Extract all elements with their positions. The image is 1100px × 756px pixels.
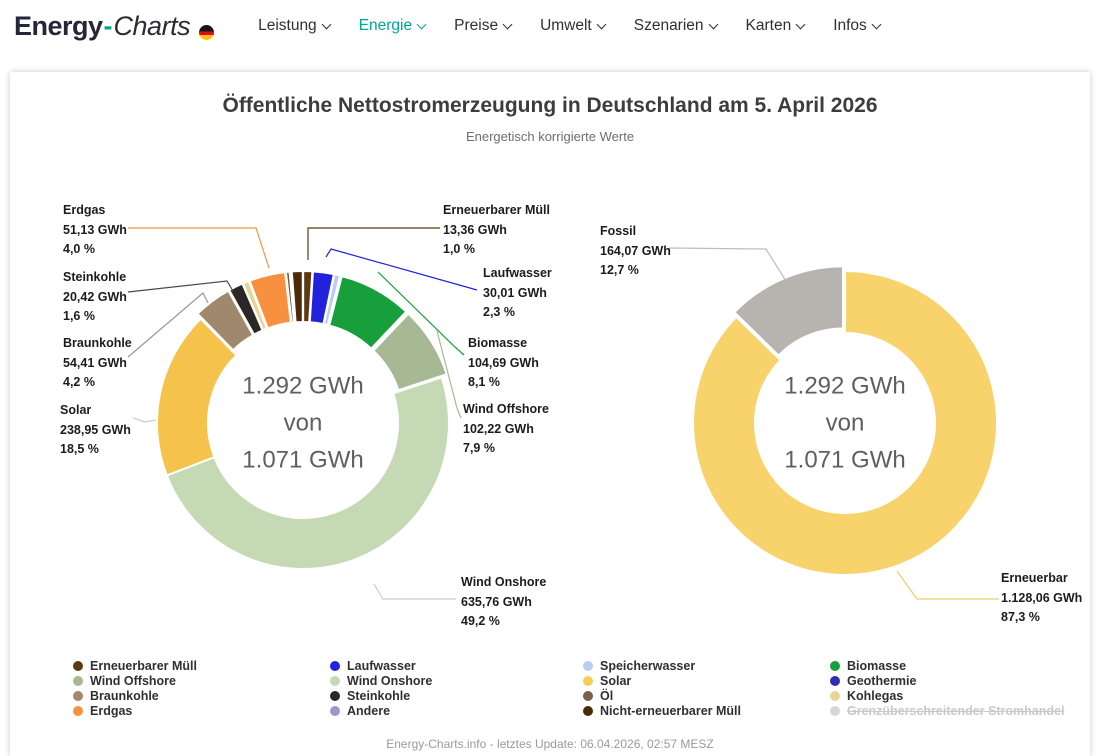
legend-item-grenzueberschreitender-stromhandel[interactable]: Grenzüberschreitender Stromhandel bbox=[830, 704, 1064, 718]
nav-item-label: Umwelt bbox=[540, 17, 592, 34]
legend-item-wind-offshore[interactable]: Wind Offshore bbox=[73, 674, 176, 688]
nav-item-leistung[interactable]: Leistung bbox=[258, 17, 332, 35]
chevron-down-icon bbox=[708, 19, 718, 30]
nav-item-preise[interactable]: Preise bbox=[454, 17, 513, 35]
legend-item-laufwasser[interactable]: Laufwasser bbox=[330, 659, 416, 673]
legend-item-oel[interactable]: Öl bbox=[583, 689, 613, 703]
legend-color-dot bbox=[330, 706, 340, 716]
legend-label: Braunkohle bbox=[90, 689, 159, 703]
legend-color-dot bbox=[830, 691, 840, 701]
legend-label: Öl bbox=[600, 689, 614, 703]
nav-item-karten[interactable]: Karten bbox=[745, 17, 806, 35]
chevron-down-icon bbox=[871, 19, 882, 30]
legend-item-speicherwasser[interactable]: Speicherwasser bbox=[583, 659, 695, 673]
legend-color-dot bbox=[73, 661, 83, 671]
legend-color-dot bbox=[583, 661, 593, 671]
legend-item-kohlegas[interactable]: Kohlegas bbox=[830, 689, 903, 703]
legend-color-dot bbox=[330, 691, 340, 701]
brand-logo[interactable]: Energy - Charts bbox=[14, 10, 215, 42]
nav-item-umwelt[interactable]: Umwelt bbox=[540, 17, 607, 35]
legend-label: Solar bbox=[600, 674, 632, 688]
legend-label: Erneuerbarer Müll bbox=[90, 659, 197, 673]
legend-color-dot bbox=[330, 676, 340, 686]
chevron-down-icon bbox=[416, 19, 427, 30]
legend-color-dot bbox=[830, 676, 840, 686]
page-title: Öffentliche Nettostromerzeugung in Deuts… bbox=[222, 94, 878, 117]
legend-label: Biomasse bbox=[847, 659, 907, 673]
brand-energy: Energy bbox=[14, 10, 103, 41]
segment-erzeugung-nach-energietraeger-wind-onshore[interactable] bbox=[165, 376, 450, 570]
nav-item-label: Szenarien bbox=[633, 17, 704, 34]
legend-color-dot bbox=[830, 661, 840, 671]
legend-color-dot bbox=[73, 691, 83, 701]
nav-item-label: Energie bbox=[358, 17, 413, 34]
legend-color-dot bbox=[583, 676, 593, 686]
legend-label: Wind Offshore bbox=[90, 674, 176, 688]
legend-label: Kohlegas bbox=[847, 689, 904, 703]
legend-item-erneuerbarer-muell[interactable]: Erneuerbarer Müll bbox=[73, 659, 197, 673]
nav-item-energie[interactable]: Energie bbox=[358, 17, 427, 35]
legend-item-biomasse[interactable]: Biomasse bbox=[830, 659, 906, 673]
nav-item-label: Infos bbox=[833, 17, 867, 34]
legend-label: Geothermie bbox=[847, 674, 917, 688]
legend-label: Speicherwasser bbox=[600, 659, 696, 673]
nav-item-label: Preise bbox=[454, 17, 499, 34]
brand-dash: - bbox=[103, 10, 113, 41]
legend-color-dot bbox=[583, 706, 593, 716]
legend-label: Laufwasser bbox=[347, 659, 416, 673]
nav-item-szenarien[interactable]: Szenarien bbox=[633, 17, 718, 35]
nav-item-infos[interactable]: Infos bbox=[833, 17, 882, 35]
legend-item-steinkohle[interactable]: Steinkohle bbox=[330, 689, 410, 703]
legend-color-dot bbox=[830, 706, 840, 716]
legend-color-dot bbox=[73, 706, 83, 716]
legend-item-nicht-erneuerbarer-muell[interactable]: Nicht-erneuerbarer Müll bbox=[583, 704, 741, 718]
segment-erneuerbar-vs-fossil-fossil[interactable] bbox=[733, 265, 845, 357]
legend-item-erdgas[interactable]: Erdgas bbox=[73, 704, 132, 718]
legend-item-solar[interactable]: Solar bbox=[583, 674, 631, 688]
legend-color-dot bbox=[73, 676, 83, 686]
page-subtitle: Energetisch korrigierte Werte bbox=[465, 129, 635, 144]
legend-item-geothermie[interactable]: Geothermie bbox=[830, 674, 916, 688]
nav-item-label: Karten bbox=[745, 17, 792, 34]
top-navigation: Energy - Charts Leistung Energie Preise Umwel… bbox=[0, 0, 1100, 52]
legend-item-braunkohle[interactable]: Braunkohle bbox=[73, 689, 159, 703]
german-flag-icon bbox=[199, 24, 215, 40]
legend-label: Steinkohle bbox=[347, 689, 411, 703]
footer-update-text: Energy-Charts.info - letztes Update: 06.… bbox=[386, 737, 714, 751]
legend-item-wind-onshore[interactable]: Wind Onshore bbox=[330, 674, 432, 688]
legend-label: Andere bbox=[347, 704, 391, 718]
chevron-down-icon bbox=[596, 19, 607, 30]
legend-item-andere[interactable]: Andere bbox=[330, 704, 390, 718]
chevron-down-icon bbox=[795, 19, 806, 30]
chevron-down-icon bbox=[321, 19, 332, 30]
nav-item-label: Leistung bbox=[258, 17, 317, 34]
segment-erzeugung-nach-energietraeger-nicht-erneuerbarer-muell[interactable] bbox=[290, 270, 304, 324]
legend-color-dot bbox=[330, 661, 340, 671]
legend-color-dot bbox=[583, 691, 593, 701]
legend-label: Erdgas bbox=[90, 704, 133, 718]
legend-label: Wind Onshore bbox=[347, 674, 433, 688]
legend-label: Nicht-erneuerbarer Müll bbox=[600, 704, 742, 718]
legend-label: Grenzüberschreitender Stromhandel bbox=[847, 704, 1065, 718]
brand-charts: Charts bbox=[113, 10, 191, 41]
nav-items: Leistung Energie Preise Umwelt Szenarien Kart… bbox=[258, 17, 882, 35]
segment-erneuerbar-vs-fossil-erneuerbar[interactable] bbox=[692, 270, 998, 576]
chevron-down-icon bbox=[502, 19, 513, 30]
